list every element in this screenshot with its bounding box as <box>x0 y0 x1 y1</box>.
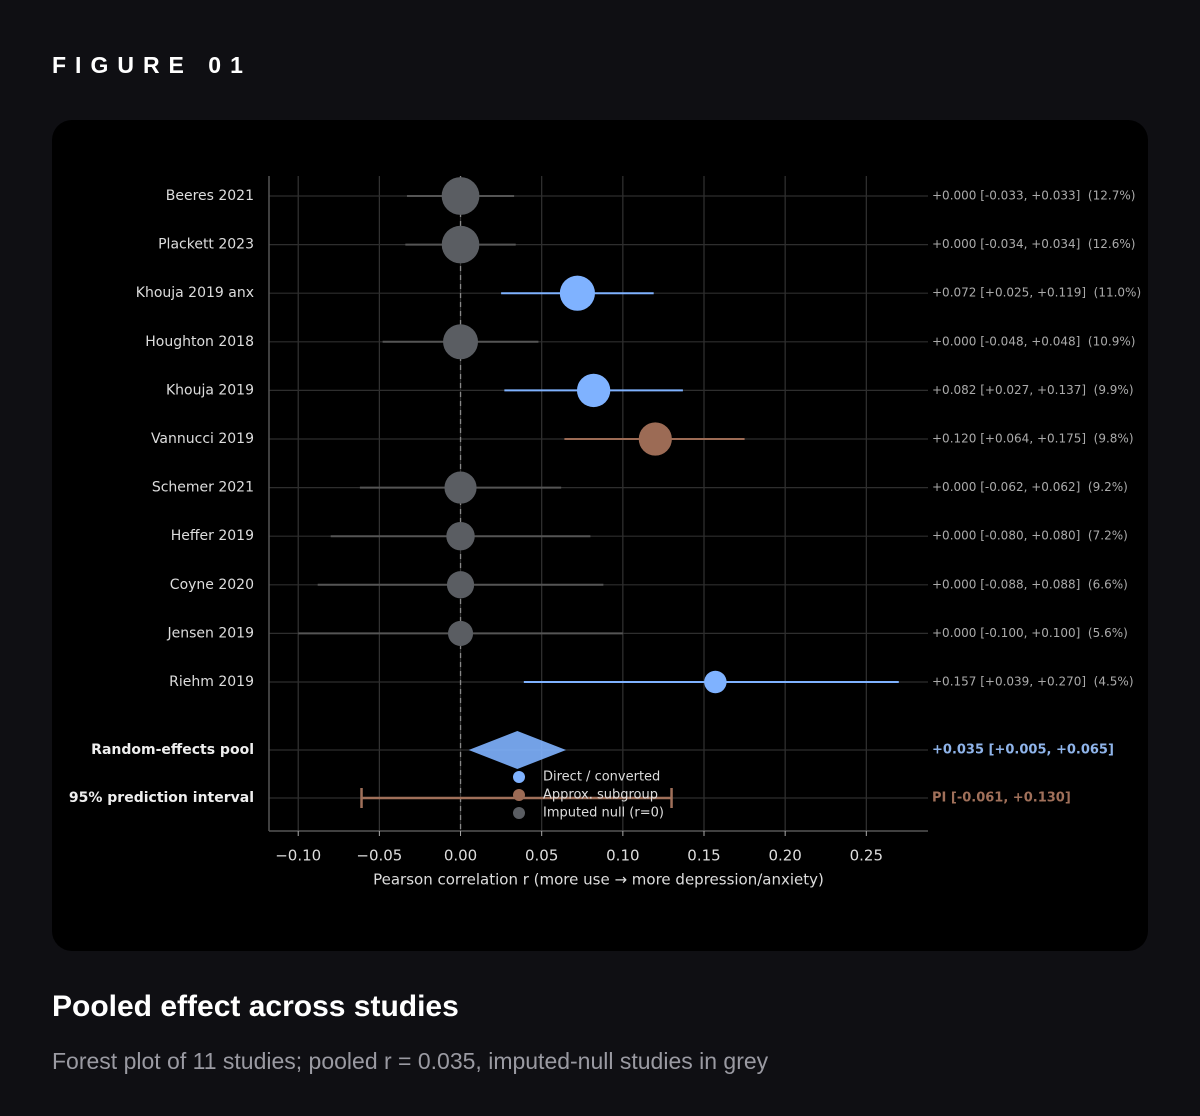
study-label: Heffer 2019 <box>171 528 254 544</box>
value-label: +0.000 [-0.062, +0.062] (9.2%) <box>932 480 1128 494</box>
study-point <box>444 471 477 504</box>
legend-label: Direct / converted <box>543 770 660 785</box>
study-point <box>446 571 475 599</box>
pooled-label: Random-effects pool <box>91 742 254 758</box>
x-tick-label: 0.10 <box>606 847 639 865</box>
value-label: +0.120 [+0.064, +0.175] (9.8%) <box>932 432 1134 446</box>
x-tick-label: 0.00 <box>444 847 477 865</box>
study-label: Khouja 2019 <box>166 382 254 398</box>
study-point <box>446 521 475 551</box>
study-label: Beeres 2021 <box>166 188 254 204</box>
study-label: Vannucci 2019 <box>151 431 254 447</box>
study-label: Riehm 2019 <box>169 674 254 690</box>
x-tick-label: −0.05 <box>356 847 402 865</box>
study-point <box>447 620 474 646</box>
x-axis-label: Pearson correlation r (more use → more d… <box>373 871 824 889</box>
value-label: +0.000 [-0.033, +0.033] (12.7%) <box>932 189 1135 203</box>
study-label: Houghton 2018 <box>145 334 254 350</box>
study-label: Khouja 2019 anx <box>136 285 254 301</box>
study-point <box>638 422 672 456</box>
x-tick-label: 0.20 <box>768 847 801 865</box>
figure-label: FIGURE 01 <box>52 52 252 78</box>
study-label: Schemer 2021 <box>152 480 254 496</box>
value-label: +0.000 [-0.080, +0.080] (7.2%) <box>932 529 1128 543</box>
x-tick-label: 0.25 <box>850 847 883 865</box>
legend-marker <box>513 789 525 801</box>
legend-label: Imputed null (r=0) <box>543 806 664 821</box>
study-label: Jensen 2019 <box>167 625 254 641</box>
caption-title: Pooled effect across studies <box>52 990 459 1023</box>
caption-subtitle: Forest plot of 11 studies; pooled r = 0.… <box>52 1048 769 1074</box>
study-point <box>704 670 727 694</box>
value-label: +0.000 [-0.048, +0.048] (10.9%) <box>932 334 1135 348</box>
pooled-diamond <box>468 731 567 769</box>
study-point <box>441 177 480 215</box>
study-label: Coyne 2020 <box>170 577 254 593</box>
study-point <box>559 275 595 311</box>
study-point <box>576 373 611 408</box>
x-tick-label: 0.05 <box>525 847 558 865</box>
x-tick-label: −0.10 <box>275 847 321 865</box>
value-label: +0.072 [+0.025, +0.119] (11.0%) <box>932 286 1141 300</box>
legend-marker <box>513 771 525 783</box>
pi-label: 95% prediction interval <box>69 790 254 806</box>
x-tick-label: 0.15 <box>687 847 720 865</box>
pooled-value-label: +0.035 [+0.005, +0.065] <box>932 743 1114 758</box>
value-label: +0.000 [-0.100, +0.100] (5.6%) <box>932 626 1128 640</box>
pi-value-label: PI [-0.061, +0.130] <box>932 791 1071 806</box>
value-label: +0.082 [+0.027, +0.137] (9.9%) <box>932 383 1134 397</box>
legend-marker <box>513 807 525 819</box>
study-label: Plackett 2023 <box>158 237 254 253</box>
study-point <box>443 324 479 360</box>
value-label: +0.157 [+0.039, +0.270] (4.5%) <box>932 675 1134 689</box>
value-label: +0.000 [-0.088, +0.088] (6.6%) <box>932 577 1128 591</box>
chart-card <box>52 120 1148 951</box>
value-label: +0.000 [-0.034, +0.034] (12.6%) <box>932 237 1135 251</box>
study-point <box>441 225 480 264</box>
legend-label: Approx. subgroup <box>543 788 658 803</box>
